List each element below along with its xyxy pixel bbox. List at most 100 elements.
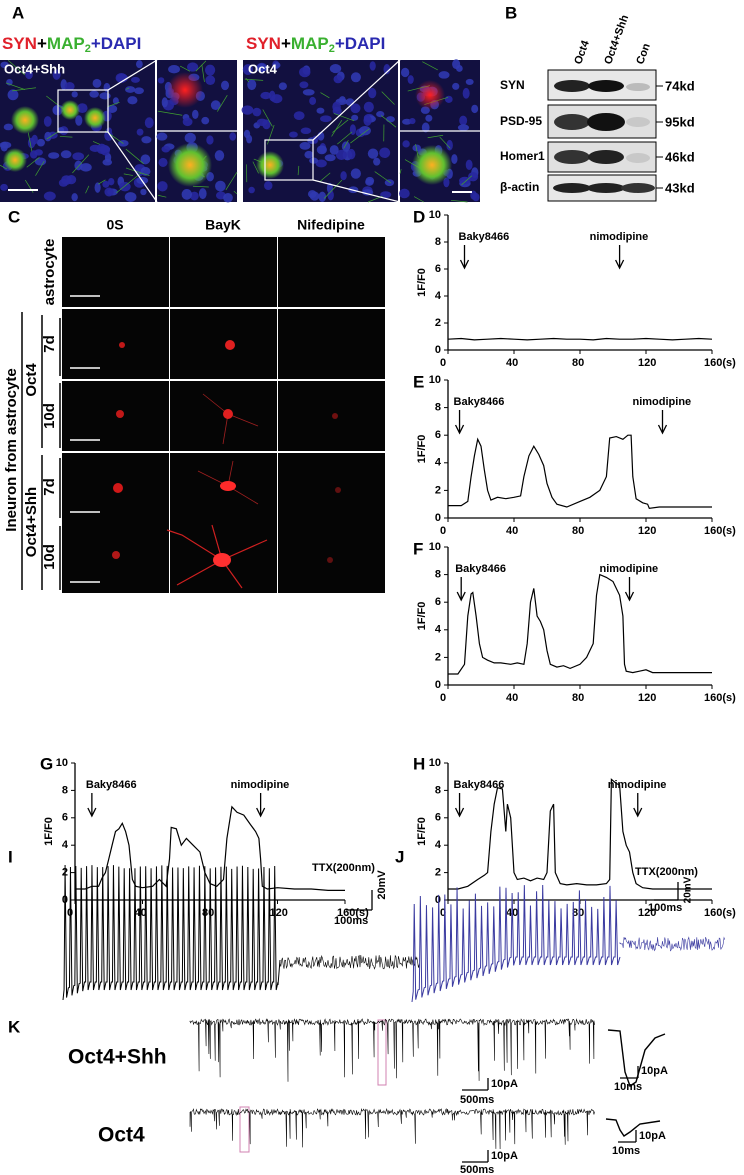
nucleus	[192, 109, 199, 119]
neurite	[125, 148, 144, 164]
x-tick-label: 80	[202, 907, 214, 919]
band	[588, 150, 624, 164]
nucleus	[184, 132, 196, 143]
nucleus	[220, 80, 230, 91]
x-tick-label: 120	[638, 692, 656, 704]
nucleus	[74, 160, 83, 171]
nucleus	[52, 69, 61, 80]
nucleus	[71, 91, 78, 98]
band	[626, 83, 650, 91]
zoom-line	[312, 59, 401, 141]
nucleus	[229, 132, 237, 141]
band	[554, 114, 590, 130]
brackets	[21, 312, 61, 590]
nucleus	[0, 61, 9, 69]
stain: MAP	[47, 34, 85, 53]
nucleus	[350, 72, 361, 83]
protein-label: Homer1	[500, 149, 545, 163]
row-label: Oct4+Shh	[68, 1046, 167, 1069]
row-label: astrocyte	[41, 239, 58, 306]
x-tick-label: 40	[506, 692, 518, 704]
neurite	[166, 524, 268, 589]
neurite	[343, 140, 349, 149]
neurite	[381, 91, 395, 105]
neurite	[157, 110, 183, 116]
blots	[547, 69, 663, 202]
nucleus	[465, 78, 474, 85]
calcium-image	[170, 237, 277, 307]
nucleus	[340, 171, 347, 181]
neurite	[116, 172, 141, 194]
nucleus	[187, 62, 199, 72]
x-tick-label: 40	[506, 525, 518, 537]
x-tick-label: 160(s)	[704, 357, 736, 369]
neurite	[244, 78, 264, 81]
zoom-box	[264, 139, 314, 181]
neurite	[331, 120, 343, 137]
panel-label: E	[413, 372, 424, 391]
image-label: Oct4	[248, 61, 278, 76]
nucleus	[341, 141, 351, 152]
nucleus	[27, 137, 36, 149]
nucleus	[104, 130, 113, 141]
y-tick-label: 6	[435, 429, 441, 441]
y-tick-label: 2	[435, 484, 441, 496]
arrow-head	[657, 424, 668, 435]
scale-label: 10ms	[614, 1081, 642, 1093]
neurite	[85, 185, 90, 194]
y-tick-label: 2	[435, 867, 441, 879]
stain: +	[281, 34, 291, 53]
nucleus	[71, 193, 78, 202]
stain: SYN	[2, 34, 37, 53]
nucleus	[457, 124, 470, 132]
arrow-head	[454, 424, 465, 435]
y-tick-label: 8	[62, 784, 68, 796]
nucleus	[44, 131, 52, 142]
y-axis-label: 1F/F0	[43, 817, 55, 846]
nucleus	[456, 65, 463, 72]
nucleus	[379, 147, 391, 159]
nucleus	[36, 138, 45, 147]
cell	[415, 80, 445, 110]
neurite	[125, 87, 130, 90]
nucleus	[144, 117, 154, 129]
x-tick-label: 120	[638, 907, 656, 919]
neurite	[157, 194, 167, 198]
annotation: Baky8466	[454, 396, 505, 408]
x-tick-label: 80	[572, 357, 584, 369]
nucleus	[421, 122, 430, 133]
arrow-head	[256, 807, 266, 818]
stain: SYN	[246, 34, 281, 53]
panel-label: H	[413, 754, 425, 773]
nucleus	[256, 63, 267, 73]
neurons	[112, 340, 341, 589]
x-tick-label: 120	[638, 357, 656, 369]
trace	[448, 778, 712, 890]
noise-trace	[619, 936, 726, 952]
nucleus	[300, 127, 312, 135]
band	[626, 153, 650, 163]
nucleus	[204, 64, 216, 76]
arrow-head	[633, 807, 643, 818]
nucleus	[48, 152, 60, 159]
nucleus	[312, 135, 319, 144]
y-tick-label: 0	[435, 894, 441, 906]
neurite	[201, 64, 205, 82]
nucleus	[445, 95, 453, 103]
neurite	[320, 92, 330, 99]
size-label: 46kd	[665, 149, 695, 164]
current-trace	[189, 1017, 595, 1082]
scale-label: 100ms	[648, 902, 682, 914]
nucleus	[376, 111, 385, 118]
nucleus	[309, 96, 317, 105]
cell	[220, 481, 236, 491]
band	[626, 117, 650, 127]
nucleus	[383, 64, 391, 75]
y-tick-label: 8	[435, 402, 441, 414]
cell	[256, 151, 284, 179]
neurite	[179, 65, 191, 72]
trace-link	[277, 959, 281, 986]
nucleus	[135, 60, 143, 69]
nucleus	[380, 191, 392, 199]
day-label: 10d	[41, 544, 58, 570]
